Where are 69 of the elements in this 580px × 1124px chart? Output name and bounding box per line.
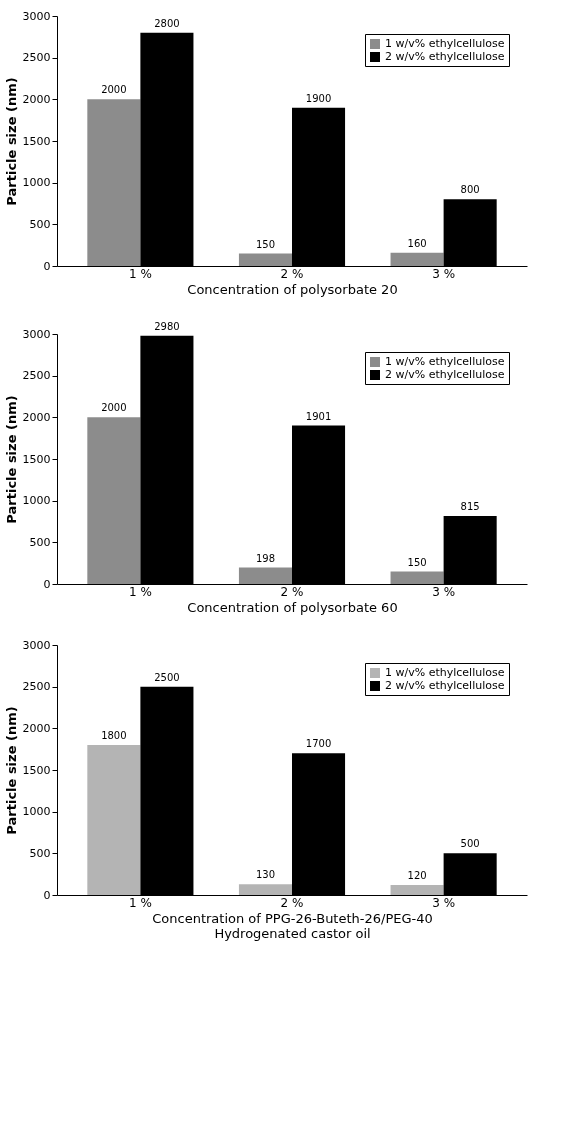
- legend-label: 1 w/v% ethylcellulose: [385, 37, 505, 50]
- y-tick-label: 3000: [22, 9, 51, 23]
- y-tick-label: 500: [29, 846, 51, 860]
- data-label: 1900: [305, 92, 332, 104]
- bar: [87, 417, 141, 584]
- data-label: 2800: [154, 17, 180, 29]
- data-label: 2500: [154, 671, 180, 683]
- x-axis-title: Concentration of PPG-26-Buteth-26/PEG-40 Hydrogenated castor oil: [152, 910, 433, 941]
- y-tick-label: 0: [43, 888, 51, 902]
- x-tick-label: 3 %: [432, 895, 456, 910]
- y-tick-label: 2500: [22, 51, 51, 65]
- data-label: 150: [407, 556, 427, 568]
- x-tick-label: 3 %: [432, 266, 456, 281]
- data-label: 1700: [305, 738, 332, 750]
- bar: [238, 884, 292, 895]
- x-tick-label: 1 %: [128, 895, 152, 910]
- x-tick-label: 1 %: [128, 584, 152, 599]
- y-tick-label: 1500: [22, 452, 51, 466]
- legend-label: 2 w/v% ethylcellulose: [385, 679, 505, 692]
- y-axis-title: Particle size (nm): [3, 395, 19, 524]
- y-axis-title: Particle size (nm): [3, 706, 19, 835]
- data-label: 1901: [305, 410, 332, 422]
- y-tick-label: 1500: [22, 763, 51, 777]
- x-tick-label: 2 %: [280, 584, 304, 599]
- bar: [390, 885, 444, 895]
- data-label: 2980: [154, 320, 180, 332]
- y-tick-label: 0: [43, 577, 51, 591]
- y-tick-label: 3000: [22, 638, 51, 652]
- y-tick-label: 2500: [22, 680, 51, 694]
- data-label: 198: [255, 552, 276, 564]
- data-label: 1800: [101, 730, 127, 741]
- x-axis-title: Concentration of polysorbate 60: [187, 599, 398, 615]
- bar: [390, 571, 444, 584]
- x-axis-title: Concentration of polysorbate 20: [187, 281, 398, 297]
- bar: [238, 253, 292, 266]
- data-label: 800: [460, 184, 480, 196]
- bar: [87, 99, 141, 266]
- data-label: 120: [407, 870, 427, 881]
- y-tick-label: 500: [29, 535, 51, 549]
- x-tick-label: 2 %: [280, 266, 304, 281]
- data-label: 160: [407, 237, 427, 249]
- bar: [238, 567, 292, 584]
- data-label: 130: [255, 869, 276, 881]
- legend-label: 1 w/v% ethylcellulose: [385, 355, 505, 368]
- legend-label: 2 w/v% ethylcellulose: [385, 50, 505, 63]
- y-tick-label: 1500: [22, 134, 51, 148]
- data-label: 500: [460, 838, 480, 850]
- y-tick-label: 0: [43, 259, 51, 273]
- data-label: 2000: [101, 402, 127, 414]
- legend-label: 2 w/v% ethylcellulose: [385, 368, 505, 381]
- y-tick-label: 1000: [22, 176, 51, 190]
- y-tick-label: 3000: [22, 327, 51, 341]
- x-tick-label: 3 %: [432, 584, 456, 599]
- legend-label: 1 w/v% ethylcellulose: [385, 666, 505, 679]
- y-tick-label: 2000: [22, 721, 51, 735]
- data-label: 815: [460, 501, 480, 513]
- y-tick-label: 500: [29, 217, 51, 231]
- x-tick-label: 2 %: [280, 895, 304, 910]
- bar: [390, 252, 444, 266]
- y-tick-label: 1000: [22, 494, 51, 508]
- bar: [87, 745, 141, 895]
- data-label: 150: [255, 238, 276, 250]
- y-tick-label: 2000: [22, 410, 51, 424]
- x-tick-label: 1 %: [128, 266, 152, 281]
- y-axis-title: Particle size (nm): [3, 77, 19, 206]
- y-tick-label: 1000: [22, 805, 51, 819]
- y-tick-label: 2000: [22, 92, 51, 106]
- y-tick-label: 2500: [22, 369, 51, 383]
- data-label: 2000: [101, 84, 127, 96]
